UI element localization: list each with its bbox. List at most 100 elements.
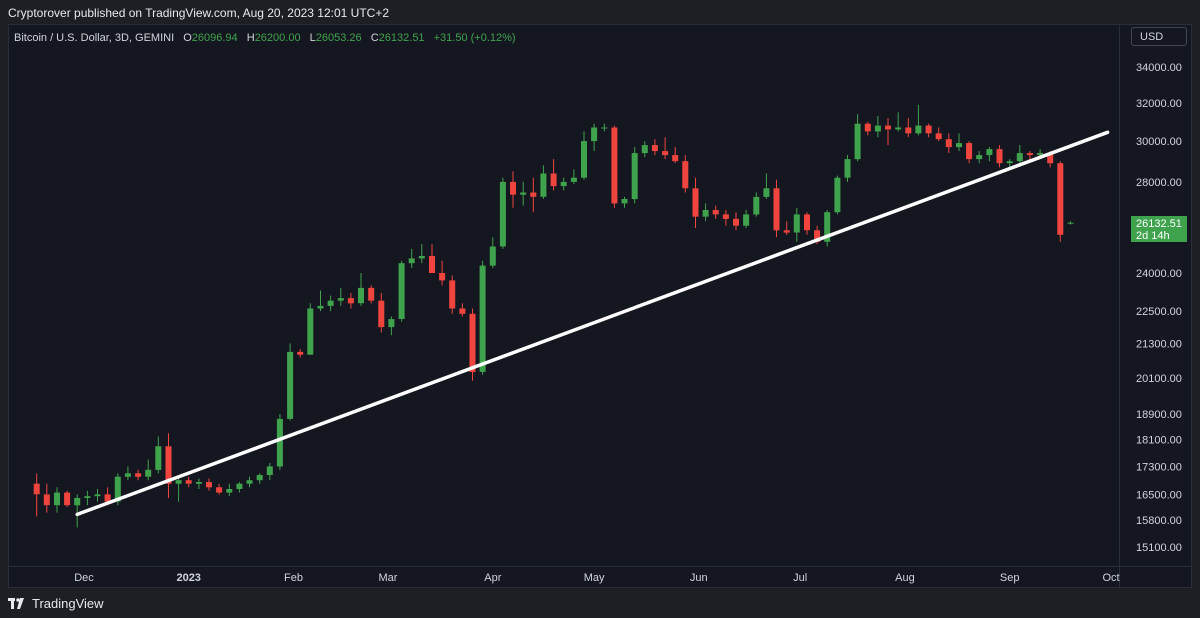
candle-body xyxy=(388,319,395,328)
candle-body xyxy=(297,351,304,355)
candle-body xyxy=(418,256,425,259)
trendline-group[interactable] xyxy=(75,130,1110,517)
publisher-text: Cryptorover published on TradingView.com… xyxy=(8,6,390,20)
candle-body xyxy=(165,446,172,484)
candle-body xyxy=(986,149,993,156)
y-tick-label: 28000.00 xyxy=(1136,177,1182,189)
candle xyxy=(956,133,962,152)
candle-body xyxy=(459,308,466,314)
candle xyxy=(874,116,881,138)
y-tick-label: 30000.00 xyxy=(1136,136,1182,148)
candle-body xyxy=(84,496,91,498)
candle-body xyxy=(844,159,851,178)
candle-body xyxy=(692,188,699,217)
candle xyxy=(722,210,729,226)
candle-body xyxy=(114,476,121,502)
candle-body xyxy=(895,127,902,130)
candle-body xyxy=(1016,153,1023,162)
candle-body xyxy=(135,473,142,477)
candle-body xyxy=(64,492,71,506)
candle-body xyxy=(246,480,253,484)
candle xyxy=(520,181,527,206)
high-label: H xyxy=(246,32,255,44)
candle-body xyxy=(317,305,324,309)
currency-selector[interactable]: USD xyxy=(1131,27,1187,46)
candle xyxy=(753,192,760,217)
y-tick-label: 17300.00 xyxy=(1136,461,1182,473)
candle-body xyxy=(175,480,182,484)
candle xyxy=(672,147,679,164)
candle-body xyxy=(94,494,101,497)
x-tick-label: Jun xyxy=(690,572,708,584)
candle xyxy=(256,473,263,484)
y-tick-label: 18100.00 xyxy=(1136,435,1182,447)
candle xyxy=(388,316,395,336)
candle xyxy=(530,177,537,213)
candle xyxy=(581,131,587,180)
candle-body xyxy=(337,298,344,301)
tradingview-brand[interactable]: TradingView xyxy=(8,596,104,611)
candle xyxy=(601,123,608,132)
x-tick-label: Mar xyxy=(379,572,398,584)
candle xyxy=(854,114,861,162)
open-value: 26096.94 xyxy=(191,32,238,44)
candle xyxy=(216,483,223,495)
candle-body xyxy=(378,300,385,328)
candle-body xyxy=(540,173,547,197)
candle xyxy=(337,287,344,306)
candle xyxy=(1016,145,1023,164)
candle-body xyxy=(216,487,223,493)
candle xyxy=(226,483,233,497)
candle-body xyxy=(489,246,496,266)
candle xyxy=(246,476,253,488)
candle xyxy=(135,469,142,481)
x-axis: Dec 2023 Feb Mar Apr May Jun Jul Aug Sep Oct xyxy=(9,566,1191,584)
candle-body xyxy=(631,153,638,200)
candle xyxy=(297,349,304,358)
candle xyxy=(236,482,243,493)
candle xyxy=(1057,161,1064,242)
candle-body xyxy=(327,300,334,306)
low-value: 26053.26 xyxy=(315,32,362,44)
change-value: +31.50 (+0.12%) xyxy=(433,32,516,44)
candle xyxy=(662,137,669,160)
last-price-tag: 26132.51 2d 14h xyxy=(1131,216,1187,242)
brand-name: TradingView xyxy=(32,596,104,611)
chart-frame[interactable] xyxy=(8,24,1192,588)
x-tick-label: Oct xyxy=(1102,572,1119,584)
candle-body xyxy=(104,494,111,502)
candle-body xyxy=(996,149,1003,164)
ohlc-legend: Bitcoin / U.S. Dollar, 3D, GEMINI O26096… xyxy=(14,32,516,44)
candle-body xyxy=(256,475,263,481)
candle xyxy=(824,210,831,247)
candle xyxy=(996,145,1003,168)
candle xyxy=(611,125,618,208)
candle xyxy=(206,478,212,491)
trendline xyxy=(75,130,1110,517)
candle xyxy=(145,459,152,481)
candle-body xyxy=(966,143,973,160)
candle xyxy=(429,244,435,273)
candle xyxy=(905,118,912,138)
candle-body xyxy=(560,181,567,187)
y-tick-label: 32000.00 xyxy=(1136,98,1182,110)
candle xyxy=(74,494,81,528)
candle xyxy=(459,303,466,317)
candle-body xyxy=(520,192,527,195)
publisher-bar: Cryptorover published on TradingView.com… xyxy=(0,0,1200,24)
candle xyxy=(1067,221,1074,225)
candle-body xyxy=(124,473,131,477)
candle-body xyxy=(581,141,587,178)
candle xyxy=(1006,159,1013,168)
candle xyxy=(783,221,790,235)
candle-body xyxy=(702,210,709,217)
candle-body xyxy=(358,287,364,304)
candle-body xyxy=(976,155,983,160)
candle-body xyxy=(74,498,81,506)
candle-body xyxy=(408,258,415,264)
candle-body xyxy=(773,188,780,231)
candle-body xyxy=(1026,153,1033,156)
candle-body xyxy=(206,482,212,488)
candle-body xyxy=(885,125,891,130)
